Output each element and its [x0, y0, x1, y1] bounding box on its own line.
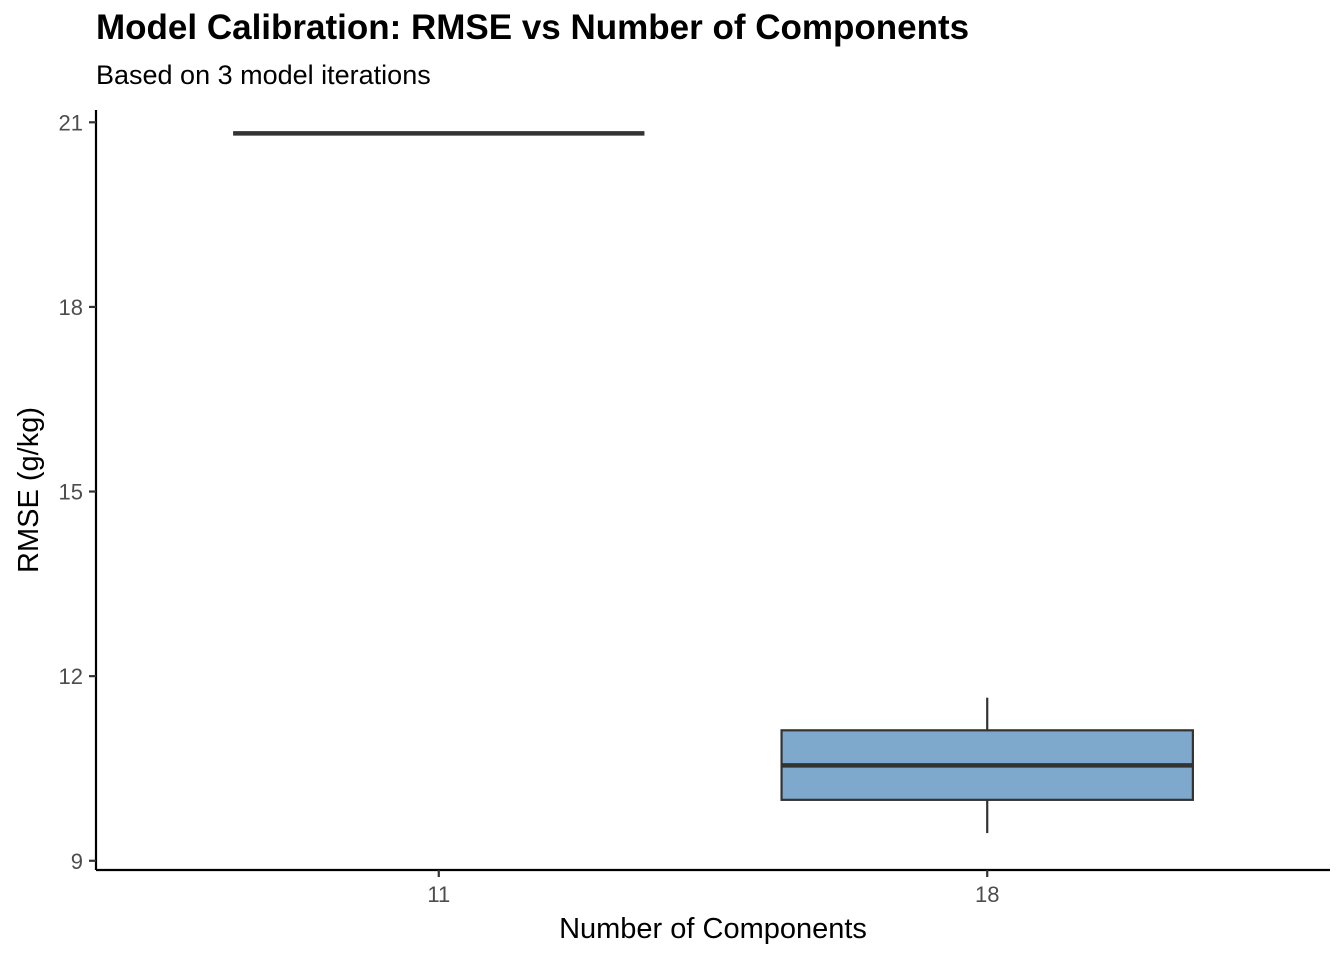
chart-subtitle: Based on 3 model iterations — [96, 60, 431, 90]
chart-title: Model Calibration: RMSE vs Number of Com… — [96, 8, 970, 47]
plot-marks — [233, 131, 1194, 834]
y-tick-label: 21 — [59, 110, 83, 135]
x-axis-title: Number of Components — [559, 913, 867, 945]
x-axis-ticks: 11 18 — [427, 870, 999, 907]
x-tick-label: 18 — [975, 882, 999, 907]
x-tick-label: 11 — [427, 882, 450, 907]
y-tick-label: 9 — [71, 849, 83, 874]
y-tick-label: 15 — [59, 480, 83, 505]
y-axis-title: RMSE (g/kg) — [13, 407, 45, 573]
y-tick-label: 18 — [59, 295, 83, 320]
y-tick-label: 12 — [59, 664, 83, 689]
box-18 — [780, 697, 1194, 834]
y-axis-ticks: 9 12 15 18 21 — [59, 110, 96, 874]
